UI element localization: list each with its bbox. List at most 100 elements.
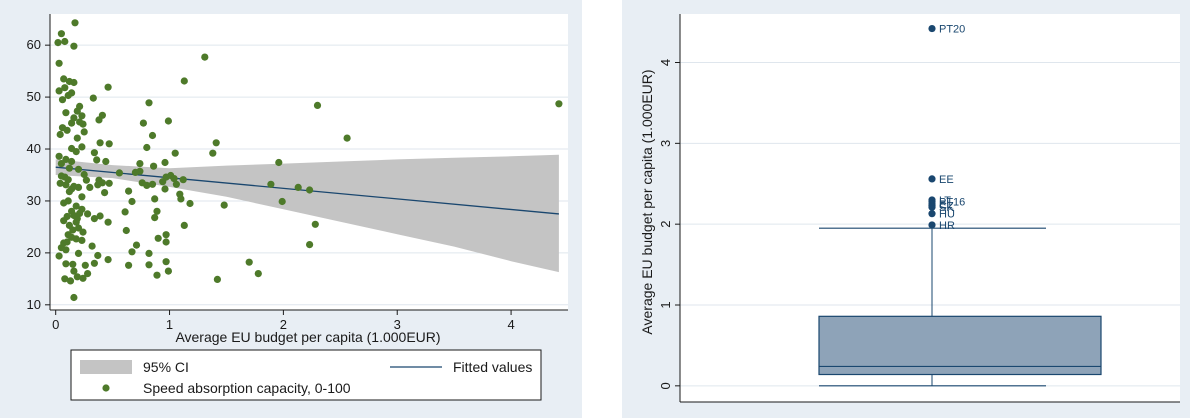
scatter-point xyxy=(57,160,65,168)
scatter-point xyxy=(62,181,70,189)
scatter-point xyxy=(78,193,86,201)
boxplot-axes: 0 1 2 3 4 xyxy=(658,14,1180,403)
scatter-point xyxy=(73,134,81,142)
scatter-point xyxy=(150,162,158,170)
scatter-point xyxy=(78,112,86,120)
outlier-point xyxy=(928,24,936,33)
ci-band xyxy=(55,154,559,273)
scatter-point xyxy=(139,119,147,127)
scatter-x-tick-label: 1 xyxy=(166,317,173,332)
scatter-point xyxy=(82,176,90,184)
outlier-label: PT16 xyxy=(939,197,965,209)
scatter-y-tick-label: 40 xyxy=(27,141,41,156)
scatter-point xyxy=(74,249,83,257)
scatter-point xyxy=(72,235,80,243)
scatter-x-tick-label: 3 xyxy=(394,317,401,332)
scatter-point xyxy=(201,53,209,61)
scatter-point xyxy=(102,157,110,166)
scatter-legend: 95% CI Fitted values Speed absorption ca… xyxy=(70,349,542,401)
scatter-point xyxy=(84,210,92,218)
scatter-point xyxy=(55,87,63,95)
scatter-point xyxy=(179,176,187,184)
scatter-point xyxy=(90,215,98,223)
scatter-y-tick-label: 30 xyxy=(27,193,41,208)
scatter-point xyxy=(71,19,79,27)
scatter-point xyxy=(84,270,92,278)
legend-ci-swatch xyxy=(80,360,132,374)
scatter-point xyxy=(143,143,151,152)
scatter-x-axis-title: Average EU budget per capita (1.000EUR) xyxy=(175,329,440,345)
scatter-point xyxy=(94,251,102,260)
scatter-y-tick-label: 60 xyxy=(27,37,41,52)
scatter-point xyxy=(74,183,83,191)
outlier-label: PT20 xyxy=(939,24,965,36)
scatter-point xyxy=(153,207,161,215)
scatter-point xyxy=(96,212,104,220)
outlier-point xyxy=(928,203,936,211)
scatter-point xyxy=(159,178,167,186)
scatter-x-tick-label: 0 xyxy=(52,317,59,332)
scatter-point xyxy=(306,186,314,194)
scatter-point xyxy=(65,188,73,196)
outlier-label: SK xyxy=(939,202,954,214)
scatter-point xyxy=(145,261,153,269)
scatter-point xyxy=(220,201,228,209)
boxplot-y-tick-label: 0 xyxy=(658,382,673,389)
scatter-point xyxy=(104,218,112,226)
scatter-point xyxy=(70,293,78,302)
scatter-point xyxy=(56,179,64,187)
scatter-point xyxy=(104,256,112,264)
scatter-point xyxy=(186,199,194,208)
scatter-point xyxy=(66,277,75,285)
outlier-label: HR xyxy=(939,220,955,232)
scatter-point xyxy=(148,180,157,188)
scatter-point xyxy=(72,202,80,210)
scatter-point xyxy=(213,275,221,283)
scatter-point xyxy=(68,119,76,127)
scatter-point xyxy=(60,199,68,207)
scatter-x-tick-label: 4 xyxy=(507,317,514,332)
scatter-point xyxy=(72,218,80,226)
scatter-point xyxy=(90,149,98,157)
scatter-point xyxy=(306,241,314,249)
scatter-point xyxy=(80,170,88,179)
scatter-point xyxy=(278,197,286,206)
scatter-point xyxy=(94,181,102,189)
outlier-label: LT xyxy=(939,195,951,207)
outlier-point xyxy=(928,210,936,218)
scatter-point xyxy=(164,117,172,125)
scatter-point xyxy=(143,181,151,189)
scatter-point xyxy=(161,185,169,193)
scatter-point xyxy=(68,89,76,97)
scatter-point xyxy=(180,221,188,229)
outlier-label: HU xyxy=(939,209,955,221)
boxplot-y-tick-label: 2 xyxy=(658,221,673,228)
scatter-point xyxy=(86,183,94,191)
outlier-point xyxy=(928,221,936,229)
scatter-point xyxy=(55,152,63,160)
scatter-x-tick-label: 2 xyxy=(280,317,287,332)
scatter-point xyxy=(95,116,103,124)
scatter-point xyxy=(54,39,62,47)
scatter-point xyxy=(79,120,87,128)
scatter-point xyxy=(62,246,70,254)
scatter-point xyxy=(148,131,157,140)
scatter-point xyxy=(69,260,77,268)
scatter-point xyxy=(162,238,170,246)
scatter-point xyxy=(128,248,136,256)
scatter-point xyxy=(69,226,77,234)
outlier-label: CZ xyxy=(939,201,954,213)
legend-scatter-swatch xyxy=(102,384,110,392)
scatter-point xyxy=(267,180,275,188)
scatter-point xyxy=(171,149,179,157)
scatter-point xyxy=(79,274,87,282)
scatter-point xyxy=(88,242,96,250)
scatter-point xyxy=(57,30,65,38)
scatter-point xyxy=(90,259,98,267)
scatter-y-tick-label: 10 xyxy=(27,297,41,312)
scatter-point xyxy=(62,109,70,117)
ci-band-layer xyxy=(55,154,559,273)
